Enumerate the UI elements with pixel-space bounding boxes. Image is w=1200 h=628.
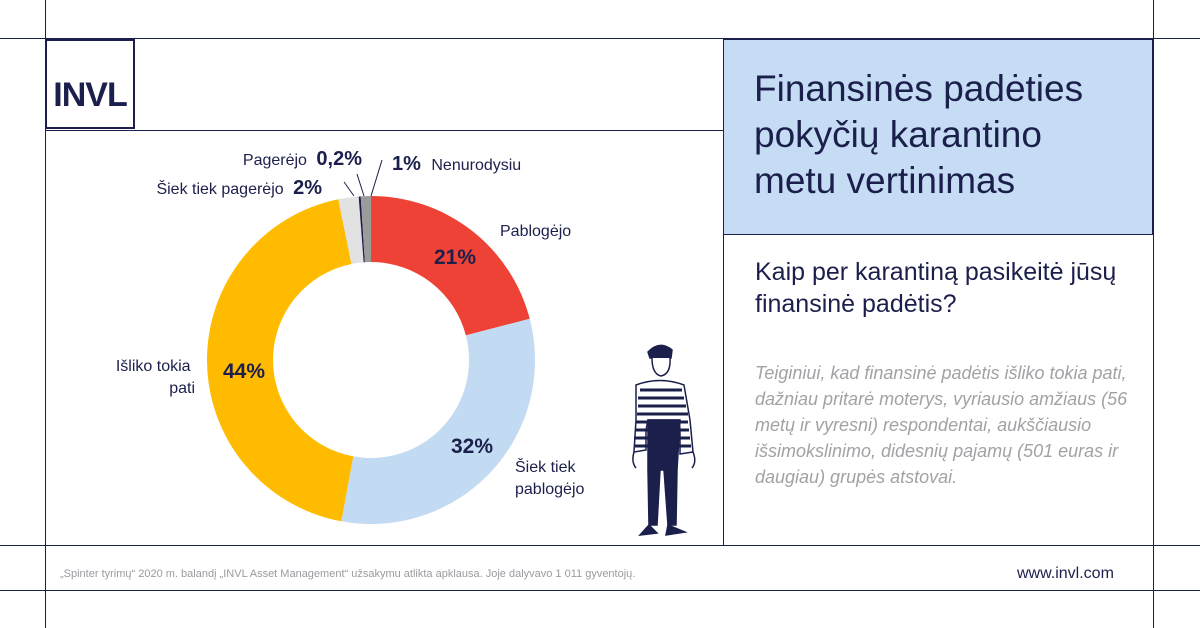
value-label-pagerejo: 0,2% <box>316 148 362 170</box>
category-label-pagerejo: Pagerėjo <box>243 152 307 169</box>
donut-slice-3 <box>338 196 364 264</box>
category-label-nenurodysiu: Nenurodysiu <box>431 157 521 174</box>
value-label-siek-tiek-pagerejo: 2% <box>293 177 322 199</box>
donut-slice-2 <box>206 199 354 522</box>
grid-line-top <box>0 38 1200 39</box>
grid-line-center <box>723 38 724 545</box>
value-label-pablogejo: 21% <box>434 246 476 269</box>
category-label-siek-tiek-pablogejo: Šiek tiek pablogėjo <box>515 457 585 498</box>
label-siek-tiek-pagerejo: Šiek tiek pagerėjo 2% <box>156 177 322 199</box>
invl-logo: INVL <box>45 39 135 129</box>
donut-slice-5 <box>360 196 371 263</box>
category-label-isliko: Išliko tokia pati <box>116 358 195 397</box>
title-box: Finansinės padėties pokyčių karantino me… <box>723 39 1153 235</box>
label-nenurodysiu: 1% Nenurodysiu <box>392 153 521 175</box>
value-label-isliko: 44% <box>223 360 265 383</box>
logo-text: INVL <box>53 76 127 114</box>
grid-line-right <box>1153 0 1154 628</box>
footer-source: „Spinter tyrimų“ 2020 m. balandį „INVL A… <box>60 568 636 580</box>
leader-line-nenurodysiu <box>370 159 383 197</box>
page-title: Finansinės padėties pokyčių karantino me… <box>754 68 1084 201</box>
value-label-siek-tiek-pablogejo: 32% <box>451 435 493 458</box>
donut-slice-1 <box>341 318 535 525</box>
category-label-pablogejo: Pablogėjo <box>500 223 571 240</box>
value-label-nenurodysiu: 1% <box>392 153 421 175</box>
grid-line-footer <box>0 590 1200 591</box>
donut-chart: 21% 32% 44% Pablogėjo Šiek tiek pablogėj… <box>116 148 696 536</box>
donut-slices <box>206 196 535 525</box>
category-label-siek-tiek-pagerejo: Šiek tiek pagerėjo <box>156 179 283 198</box>
grid-line-bottom <box>0 545 1200 546</box>
grid-line-left <box>45 0 46 628</box>
label-pagerejo: Pagerėjo 0,2% <box>243 148 362 170</box>
survey-question: Kaip per karantiną pasikeitė jūsų finans… <box>755 258 1117 318</box>
grid-line-mid <box>45 130 723 131</box>
leader-line-siek-tiek-pagerejo <box>343 181 355 197</box>
man-illustration <box>632 344 696 536</box>
footer-url[interactable]: www.invl.com <box>1017 565 1114 582</box>
leader-line-pagerejo <box>356 173 365 197</box>
survey-note: Teiginiui, kad finansinė padėtis išliko … <box>755 363 1128 487</box>
donut-slice-0 <box>371 196 530 336</box>
donut-slice-4 <box>358 196 365 263</box>
